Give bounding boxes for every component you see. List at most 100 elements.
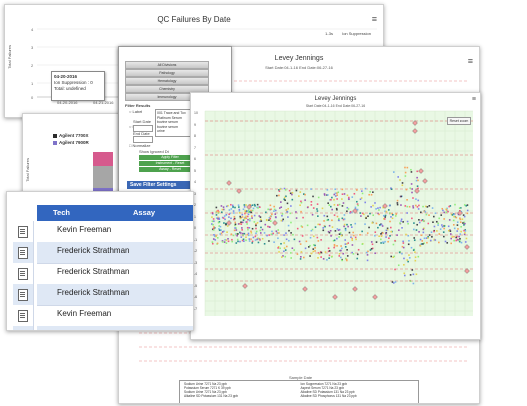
data-point [463, 233, 466, 236]
list-item[interactable]: Platinum Serum [157, 115, 182, 120]
list-item[interactable]: bovine serum [157, 124, 179, 129]
legend-item[interactable]: Potassium Serum 7271 K 39 ppb [184, 386, 231, 390]
data-point [382, 241, 384, 244]
data-point [288, 229, 290, 232]
data-point [234, 224, 236, 227]
data-point [248, 238, 251, 240]
show-ignored-checkbox[interactable]: Show Ignored Dt [139, 149, 169, 154]
apply-filter-button[interactable]: Apply Filter [139, 155, 201, 160]
table-row[interactable]: Kevin Freeman [37, 305, 193, 327]
table-row[interactable]: Kevin Freeman [37, 326, 193, 330]
save-filter-settings-button[interactable]: Save Filter Settings [127, 181, 226, 189]
data-point [336, 208, 338, 211]
hamburger-menu-icon[interactable]: ≡ [467, 56, 473, 66]
outlier-marker [422, 178, 428, 184]
data-point [314, 247, 316, 249]
instrument-legend[interactable]: Agilent 7700X Agilent 7900R [53, 132, 89, 146]
data-point [414, 259, 417, 262]
tech-cell: Frederick Strathman [57, 288, 130, 297]
table-row[interactable]: Frederick Strathman [37, 242, 193, 264]
reset-zoom-button[interactable]: Reset zoom [447, 117, 471, 125]
table-row[interactable]: Kevin Freeman [37, 221, 193, 243]
legend-item[interactable]: Alkaline SD Potassium 131 Na 23 ppb [300, 390, 355, 394]
hamburger-menu-icon[interactable]: ≡ [371, 14, 377, 24]
data-point [336, 215, 339, 218]
data-point [285, 209, 288, 211]
legend-item[interactable]: Alkaline SD Potassium 131 Na 23 ppb [184, 394, 239, 398]
data-point [343, 225, 345, 228]
data-point [366, 254, 369, 256]
data-point [301, 226, 304, 228]
row-detail-icon[interactable] [13, 326, 34, 330]
division-button[interactable]: All Divisions [125, 61, 209, 69]
data-point [384, 214, 387, 217]
division-button[interactable]: Chemistry [125, 85, 209, 93]
data-point [422, 228, 425, 231]
bar-segment[interactable] [93, 152, 113, 166]
outlier-marker [412, 128, 418, 134]
list-item[interactable]: bovine serum [157, 120, 179, 124]
label-radio[interactable]: ○ Label [129, 109, 143, 114]
data-point [414, 256, 417, 259]
data-point [215, 234, 217, 237]
qc-failures-legend[interactable]: 1-3s Ion Suppression [317, 31, 371, 36]
data-point [310, 204, 313, 206]
legend-item[interactable]: Alkaline SD Phosphorus 131 Na 23 ppb [300, 394, 357, 398]
legend-item[interactable]: Sodium Urine 7271 Na 23 ppb [184, 382, 227, 386]
data-point [298, 195, 300, 197]
data-point [418, 231, 420, 233]
data-point [218, 220, 221, 223]
data-point [404, 205, 407, 207]
data-point [267, 208, 269, 211]
division-button[interactable]: Hematology [125, 77, 209, 85]
legend-item[interactable]: Aspect Serum 7271 Na 23 ppb [300, 386, 345, 390]
levey-front-title: Levey Jennings [314, 96, 357, 102]
data-point [377, 212, 379, 215]
assay-column-header[interactable]: Assay [125, 205, 193, 221]
legend-item[interactable]: Agilent 7900R [53, 139, 89, 146]
legend-item[interactable]: 1-3s [325, 31, 333, 36]
data-point [309, 244, 311, 247]
data-point [287, 224, 290, 227]
data-point [280, 201, 282, 203]
data-point [459, 221, 462, 224]
row-detail-icon[interactable] [13, 305, 34, 326]
row-detail-icon[interactable] [13, 284, 34, 305]
data-point [374, 234, 376, 237]
legend-item[interactable]: Ion Suppression 7271 Na 23 ppb [300, 382, 348, 386]
data-point [386, 228, 389, 231]
bar-segment[interactable] [93, 166, 113, 188]
data-point [245, 239, 247, 242]
data-point [224, 238, 226, 241]
legend-item[interactable]: Ion Suppression [342, 31, 371, 36]
division-button[interactable]: Pathology [125, 69, 209, 77]
data-point [338, 217, 340, 220]
normalize-checkbox[interactable]: □ Normalize [129, 143, 151, 148]
tech-column-header[interactable]: Tech [37, 205, 125, 221]
instrument-reset-button[interactable]: Instrument - Reset [139, 161, 201, 166]
levey-back-legend[interactable]: Sodium Urine 7271 Na 23 ppb Potassium Se… [179, 380, 419, 403]
table-row[interactable]: Frederick Strathman [37, 284, 193, 306]
start-date-input[interactable] [133, 125, 153, 132]
list-item[interactable]: 001 Trace and Tox [157, 111, 186, 115]
legend-item[interactable]: Agilent 7700X [53, 132, 89, 139]
data-point [385, 232, 387, 235]
data-point [251, 227, 254, 230]
legend-item[interactable]: Sodium Urine 7271 Na 23 ppb [184, 390, 227, 394]
data-point [237, 204, 240, 206]
assay-reset-button[interactable]: Assay - Reset [139, 167, 201, 172]
row-detail-icon[interactable] [13, 263, 34, 284]
data-point [241, 216, 244, 218]
data-point [456, 221, 459, 224]
end-date-input[interactable] [133, 136, 153, 143]
row-detail-icon[interactable] [13, 221, 34, 242]
table-row[interactable]: Frederick Strathman [37, 263, 193, 285]
data-point [388, 212, 391, 214]
data-point [268, 217, 271, 219]
filter-listbox[interactable]: 001 Trace and Tox Platinum Serum bovine … [155, 109, 195, 137]
data-point [280, 206, 283, 209]
row-detail-icon[interactable] [13, 242, 34, 263]
list-item[interactable]: urine [157, 129, 165, 133]
data-point [354, 236, 357, 239]
hamburger-menu-icon[interactable]: ≡ [471, 96, 476, 103]
